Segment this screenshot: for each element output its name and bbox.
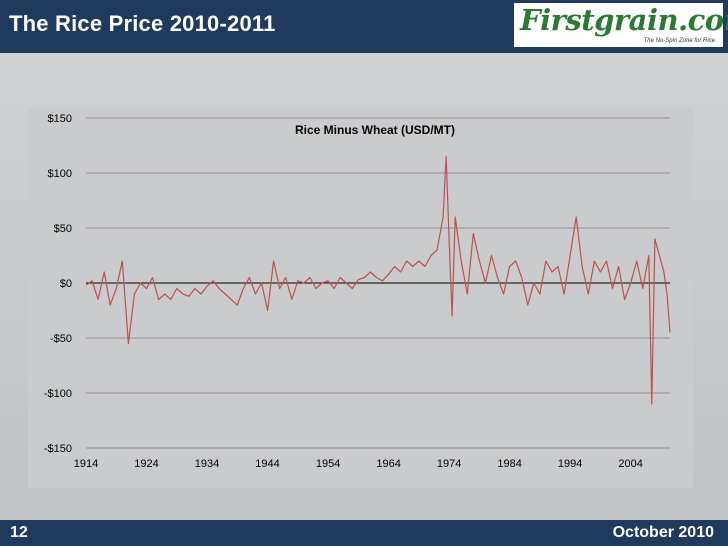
- chart-panel: $150 $100 $50 $0 -$50 -$100 -$150 1914 1924 1934…: [28, 108, 693, 488]
- y-tick-label: $150: [48, 113, 72, 125]
- y-tick-label: -$50: [50, 333, 72, 345]
- y-tick-label: $0: [60, 278, 72, 290]
- y-tick-label: -$100: [44, 388, 72, 400]
- x-tick-label: 1954: [316, 458, 340, 470]
- rice-minus-wheat-chart: $150 $100 $50 $0 -$50 -$100 -$150 1914 1924 1934…: [44, 113, 671, 470]
- x-tick-label: 1944: [255, 458, 279, 470]
- slide-title: The Rice Price 2010-2011: [9, 11, 276, 36]
- x-tick-label: 1914: [74, 458, 98, 470]
- series-line-rice-minus-wheat: [85, 155, 671, 405]
- grid-lines: [86, 117, 670, 449]
- x-tick-label: 1974: [437, 458, 461, 470]
- firstgrain-logo: Firstgrain.com The No-Spin Zone for Rice: [514, 3, 728, 47]
- x-tick-label: 1964: [376, 458, 400, 470]
- y-axis-ticks: $150 $100 $50 $0 -$50 -$100 -$150: [44, 113, 72, 455]
- y-tick-label: -$150: [44, 443, 72, 455]
- chart-title: Rice Minus Wheat (USD/MT): [295, 123, 455, 137]
- x-tick-label: 2004: [618, 458, 642, 470]
- x-tick-label: 1994: [558, 458, 582, 470]
- y-tick-label: $50: [54, 223, 72, 235]
- slide-date: October 2010: [612, 524, 714, 541]
- x-tick-label: 1934: [195, 458, 219, 470]
- y-tick-label: $100: [48, 168, 72, 180]
- x-tick-label: 1984: [497, 458, 521, 470]
- slide-content: $150 $100 $50 $0 -$50 -$100 -$150 1914 1924 1934…: [0, 53, 728, 520]
- logo-tagline: The No-Spin Zone for Rice: [643, 38, 715, 44]
- slide-number: 12: [10, 524, 28, 541]
- x-axis-ticks: 1914 1924 1934 1944 1954 1964 1974 1984 1994 2004: [74, 458, 643, 470]
- x-tick-label: 1924: [134, 458, 158, 470]
- logo-wordmark: Firstgrain.com: [520, 3, 728, 37]
- title-bar: The Rice Price 2010-2011 Firstgrain.com …: [0, 0, 728, 53]
- footer-bar: 12 October 2010: [0, 520, 728, 546]
